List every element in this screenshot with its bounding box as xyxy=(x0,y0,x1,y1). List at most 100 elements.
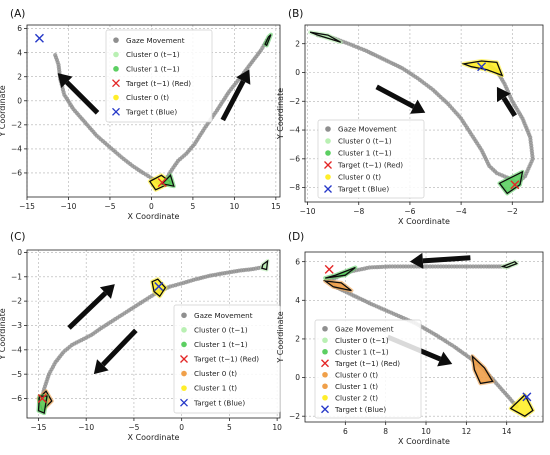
y-tick-label: 0 xyxy=(295,373,300,382)
legend: Gaze Movement Cluster 0 (t−1) Cluster 1 (t… xyxy=(173,304,281,414)
y-axis-label: Y Coordinate xyxy=(0,85,7,137)
x-axis-label: X Coordinate xyxy=(398,437,450,446)
plot-area xyxy=(308,30,535,196)
x-tick-label: −6 xyxy=(404,207,415,216)
y-tick-label: −6 xyxy=(11,394,22,403)
y-tick-label: −4 xyxy=(289,126,300,135)
legend-entry-label: Gaze Movement xyxy=(335,324,394,333)
legend-entry-label: Cluster 0 (t−1) xyxy=(335,336,389,345)
legend-marker xyxy=(322,383,328,390)
y-tick-label: 2 xyxy=(295,39,300,48)
y-tick-label: 4 xyxy=(295,296,300,305)
panel-label: (D) xyxy=(288,231,304,243)
x-tick-label: −15 xyxy=(19,202,35,211)
legend-marker xyxy=(181,385,187,391)
panel-1: −10 −8 −6 −4 −2 −8 −6 −4 −2 0 2 X Coordinate Y Coord… xyxy=(276,8,544,226)
legend-marker xyxy=(181,370,187,377)
y-tick-label: −3 xyxy=(11,321,22,330)
legend-marker xyxy=(113,37,119,43)
cluster-glow-1 xyxy=(470,354,495,386)
y-tick-label: 0 xyxy=(17,248,22,257)
legend-entry-label: Cluster 1 (t) xyxy=(194,384,237,393)
x-tick-label: 12 xyxy=(462,427,472,436)
x-tick-label: 5 xyxy=(227,423,232,432)
target-marker-1 xyxy=(154,282,164,292)
legend-entry-label: Gaze Movement xyxy=(126,36,185,45)
x-tick-label: −10 xyxy=(300,207,316,216)
y-tick-label: −8 xyxy=(289,183,300,192)
x-tick-label: −15 xyxy=(31,423,47,432)
legend: Gaze Movement Cluster 0 (t−1) Cluster 1 (t… xyxy=(105,29,213,123)
legend-entry-label: Cluster 0 (t−1) xyxy=(126,50,180,59)
legend-entry-label: Target t (Blue) xyxy=(125,107,177,116)
cluster-hull-3 xyxy=(261,259,269,271)
y-tick-label: −5 xyxy=(11,370,22,379)
legend-entry-label: Cluster 1 (t) xyxy=(335,382,378,391)
legend-entry-label: Target (t−1) (Red) xyxy=(125,79,191,88)
x-tick-label: −5 xyxy=(128,423,139,432)
y-tick-label: −2 xyxy=(289,412,300,421)
cluster-hull-1 xyxy=(160,174,175,188)
legend-entry-label: Cluster 0 (t−1) xyxy=(194,325,248,334)
y-tick-label: −2 xyxy=(11,297,22,306)
cluster-hull-1 xyxy=(151,278,167,298)
cluster-hull-2 xyxy=(309,31,342,43)
direction-arrow-0 xyxy=(57,73,100,115)
y-tick-label: −4 xyxy=(11,345,22,354)
cluster-hull-3 xyxy=(325,266,356,279)
legend-marker xyxy=(181,312,187,319)
legend-entry-label: Gaze Movement xyxy=(194,311,253,320)
legend-marker xyxy=(322,394,328,401)
legend-entry-label: Cluster 0 (t) xyxy=(126,93,169,102)
cluster-hull-0 xyxy=(461,60,504,77)
panel-label: (C) xyxy=(10,231,26,243)
y-tick-label: −6 xyxy=(11,169,22,178)
legend-marker xyxy=(325,126,331,132)
direction-arrow-0 xyxy=(409,252,471,269)
plot-frame xyxy=(304,251,544,423)
legend-entry-label: Target (t−1) (Red) xyxy=(334,359,400,368)
direction-arrow-1 xyxy=(220,69,251,122)
cluster-hull-1 xyxy=(498,170,524,195)
y-tick-label: 2 xyxy=(17,72,22,81)
legend-marker xyxy=(113,51,119,58)
plot-area xyxy=(36,259,270,416)
y-tick-label: −6 xyxy=(289,154,300,163)
legend-marker xyxy=(325,150,331,156)
x-axis-label: X Coordinate xyxy=(128,433,180,442)
legend-marker xyxy=(322,325,328,332)
y-axis-label: Y Coordinate xyxy=(276,88,285,140)
cluster-glow-1 xyxy=(150,277,168,299)
x-tick-label: 10 xyxy=(272,423,282,432)
legend-entry-label: Target t (Blue) xyxy=(193,398,245,407)
legend-entry-label: Cluster 0 (t) xyxy=(338,173,381,182)
legend-entry-label: Gaze Movement xyxy=(338,125,397,134)
y-tick-label: 0 xyxy=(295,68,300,77)
legend: Gaze Movement Cluster 0 (t−1) Cluster 1 (t… xyxy=(314,319,422,419)
y-tick-label: −1 xyxy=(11,272,22,281)
y-tick-label: −2 xyxy=(11,120,22,129)
legend-entry-label: Cluster 1 (t−1) xyxy=(126,64,180,73)
legend-entry-label: Cluster 0 (t) xyxy=(194,369,237,378)
x-axis-label: X Coordinate xyxy=(398,217,450,226)
x-tick-label: 0 xyxy=(149,202,154,211)
legend-entry-label: Cluster 1 (t−1) xyxy=(338,149,392,158)
x-tick-label: 10 xyxy=(230,202,240,211)
x-tick-label: 14 xyxy=(502,427,512,436)
x-tick-label: −10 xyxy=(61,202,77,211)
legend-marker xyxy=(113,94,119,101)
plot-area xyxy=(322,259,535,419)
target-marker-1 xyxy=(522,392,532,402)
legend-entry-label: Cluster 1 (t−1) xyxy=(194,340,248,349)
y-tick-label: 4 xyxy=(17,48,22,57)
legend-entry-label: Target (t−1) (Red) xyxy=(337,161,403,170)
plot-frame xyxy=(304,24,544,203)
legend-entry-label: Target t (Blue) xyxy=(334,405,386,414)
legend-entry-label: Cluster 1 (t−1) xyxy=(335,347,389,356)
legend-entry-label: Target (t−1) (Red) xyxy=(193,355,259,364)
x-tick-label: 0 xyxy=(179,423,184,432)
panel-0: −15 −10 −5 0 5 10 15 −6 −4 −2 0 2 4 6 X Coordinate Y Co… xyxy=(0,8,281,221)
panel-3: 6 8 10 12 14 −2 0 2 4 6 X Coordinate Y Coordinate (D… xyxy=(276,231,544,446)
